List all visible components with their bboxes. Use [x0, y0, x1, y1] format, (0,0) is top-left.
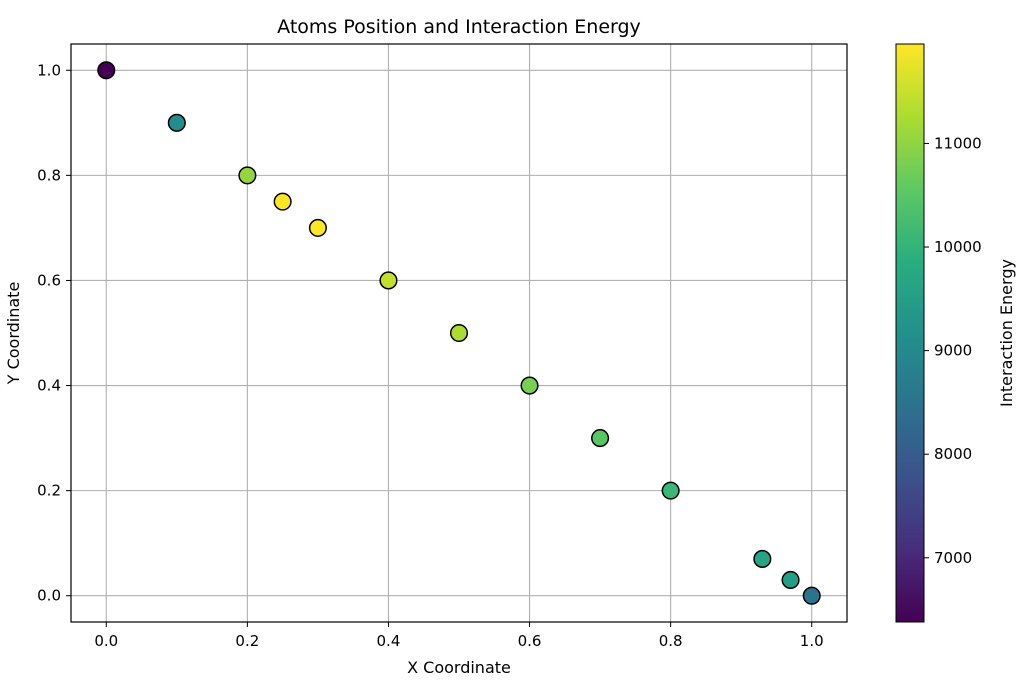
y-tick-label: 0.0 [37, 587, 61, 605]
atom-point [520, 376, 539, 395]
y-tick-label: 0.4 [37, 377, 61, 395]
y-tick-label: 0.6 [37, 271, 61, 289]
x-axis-ticks: 0.0 0.2 0.4 0.6 0.8 1.0 [94, 622, 824, 650]
plot-frame [70, 43, 848, 623]
x-tick-label: 0.8 [659, 632, 683, 650]
colorbar-ticks: 7000 8000 9000 10000 11000 [924, 134, 982, 567]
y-axis-ticks: 0.0 0.2 0.4 0.6 0.8 1.0 [37, 61, 71, 605]
colorbar-tick-label: 8000 [934, 445, 972, 463]
atom-point [591, 429, 610, 448]
colorbar-tick-label: 9000 [934, 342, 972, 360]
atom-point [661, 481, 680, 500]
atom-point [379, 271, 398, 290]
colorbar-tick-label: 11000 [934, 134, 982, 152]
y-tick-label: 1.0 [37, 61, 61, 79]
colorbar-label: Interaction Energy [997, 259, 1016, 407]
atom-point [802, 586, 821, 605]
colorbar-gradient [895, 43, 925, 623]
chart-title: Atoms Position and Interaction Energy [277, 16, 641, 38]
y-tick-label: 0.2 [37, 482, 61, 500]
atom-point [273, 192, 292, 211]
atom-point [449, 323, 469, 343]
atom-point [238, 166, 257, 185]
grid-lines [71, 44, 847, 622]
atom-point [97, 61, 116, 80]
x-tick-label: 0.0 [94, 632, 118, 650]
atom-point [167, 113, 186, 132]
colorbar-tick-label: 7000 [934, 549, 972, 567]
x-tick-label: 0.2 [235, 632, 259, 650]
x-axis-label: X Coordinate [407, 658, 511, 677]
y-axis-label: Y Coordinate [4, 282, 23, 386]
data-points [97, 61, 821, 605]
colorbar: 7000 8000 9000 10000 11000 Interaction Energ… [895, 43, 1016, 623]
y-tick-label: 0.8 [37, 166, 61, 184]
x-tick-label: 0.4 [377, 632, 401, 650]
atom-point [781, 570, 800, 590]
x-tick-label: 0.6 [518, 632, 542, 650]
atom-point [753, 549, 772, 568]
atom-point [308, 218, 327, 237]
colorbar-tick-label: 10000 [934, 238, 982, 256]
x-tick-label: 1.0 [800, 632, 824, 650]
